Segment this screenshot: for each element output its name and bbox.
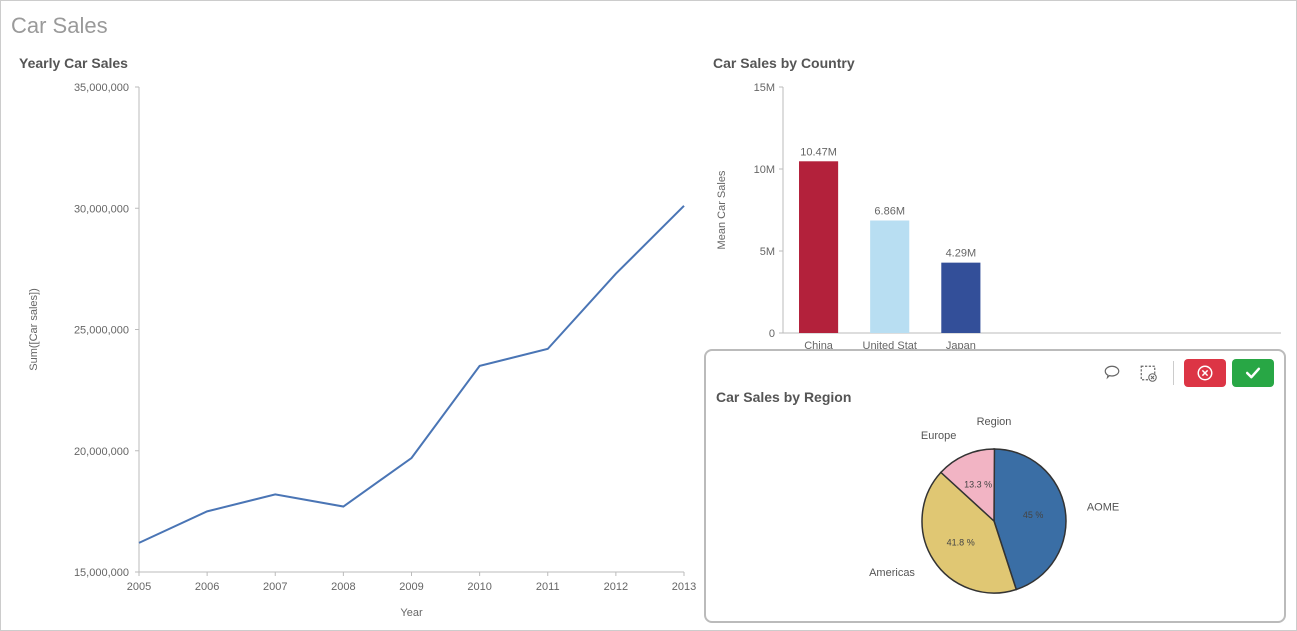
svg-text:2012: 2012	[604, 581, 628, 593]
svg-text:Americas: Americas	[869, 567, 915, 579]
pie-chart-panel: Car Sales by Region Region45 %AOME41.8 %…	[704, 349, 1286, 623]
svg-text:Region: Region	[977, 416, 1012, 428]
svg-text:5M: 5M	[760, 246, 775, 258]
svg-text:Mean Car Sales: Mean Car Sales	[716, 170, 728, 249]
toolbar-divider	[1173, 361, 1174, 385]
svg-text:20,000,000: 20,000,000	[74, 446, 129, 458]
svg-text:15M: 15M	[754, 82, 775, 94]
pie-chart-toolbar	[1097, 359, 1274, 387]
svg-text:2008: 2008	[331, 581, 355, 593]
svg-text:2013: 2013	[672, 581, 696, 593]
svg-text:AOME: AOME	[1087, 501, 1119, 513]
svg-text:10.47M: 10.47M	[800, 146, 837, 158]
bar-chart-panel: Car Sales by Country 05M10M15M10.47MChin…	[703, 51, 1291, 351]
svg-text:15,000,000: 15,000,000	[74, 567, 129, 579]
cancel-icon	[1196, 364, 1214, 382]
svg-text:25,000,000: 25,000,000	[74, 325, 129, 337]
svg-text:2007: 2007	[263, 581, 287, 593]
svg-text:Sum([Car sales]): Sum([Car sales])	[28, 288, 40, 371]
svg-text:2011: 2011	[536, 581, 560, 593]
bar-chart-title: Car Sales by Country	[703, 51, 1291, 77]
confirm-button[interactable]	[1232, 359, 1274, 387]
selection-clear-icon	[1139, 364, 1157, 382]
svg-text:2010: 2010	[467, 581, 491, 593]
svg-text:45 %: 45 %	[1023, 510, 1044, 520]
svg-text:4.29M: 4.29M	[946, 248, 977, 260]
svg-text:41.8 %: 41.8 %	[947, 537, 975, 547]
svg-text:10M: 10M	[754, 164, 775, 176]
lasso-icon	[1103, 364, 1121, 382]
svg-text:Europe: Europe	[921, 430, 956, 442]
svg-text:0: 0	[769, 328, 775, 340]
svg-text:Year: Year	[400, 607, 423, 619]
confirm-icon	[1243, 363, 1263, 383]
line-chart[interactable]: 15,000,000 20,000,000 25,000,000 30,000,000…	[9, 77, 699, 622]
line-chart-title: Yearly Car Sales	[9, 51, 699, 77]
svg-text:13.3 %: 13.3 %	[964, 480, 992, 490]
bar-chart[interactable]: 05M10M15M10.47MChina6.86MUnited Stat4.29…	[703, 77, 1291, 357]
pie-chart[interactable]: Region 45 % AOME 41.8 % Americas 13.3 % Europe	[706, 411, 1284, 621]
cancel-button[interactable]	[1184, 359, 1226, 387]
dashboard-title: Car Sales	[1, 1, 1296, 45]
svg-text:35,000,000: 35,000,000	[74, 82, 129, 94]
svg-text:30,000,000: 30,000,000	[74, 203, 129, 215]
svg-text:6.86M: 6.86M	[874, 205, 905, 217]
svg-text:2006: 2006	[195, 581, 219, 593]
clear-selection-button[interactable]	[1133, 359, 1163, 387]
svg-text:2009: 2009	[399, 581, 423, 593]
lasso-select-button[interactable]	[1097, 359, 1127, 387]
svg-text:2005: 2005	[127, 581, 151, 593]
line-chart-panel: Yearly Car Sales 15,000,000 20,000,000 25,…	[9, 51, 699, 621]
